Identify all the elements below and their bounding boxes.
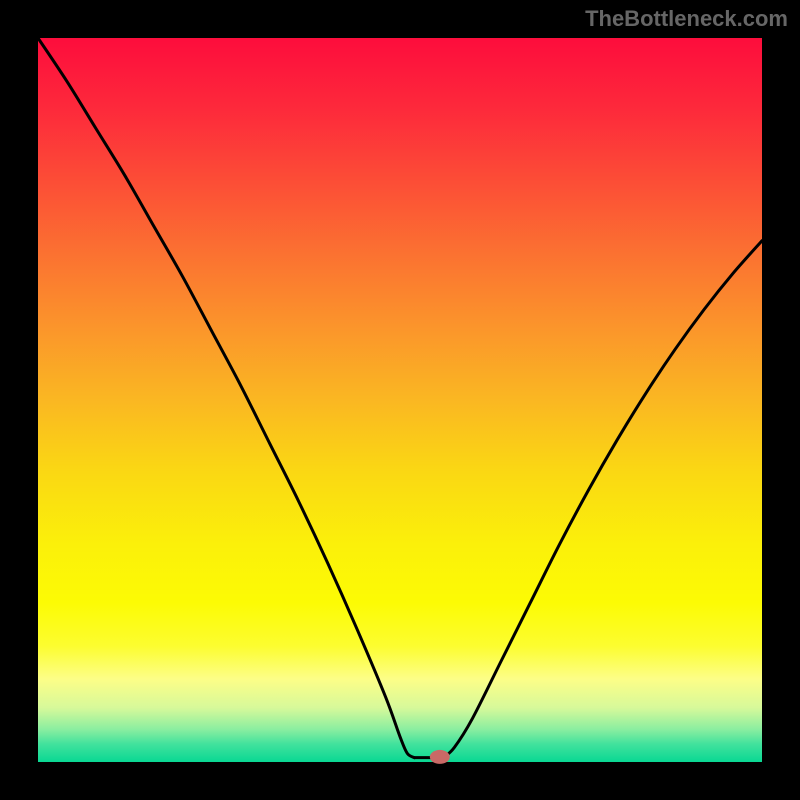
bottleneck-marker (430, 750, 450, 764)
bottleneck-chart: TheBottleneck.com (0, 0, 800, 800)
watermark-text: TheBottleneck.com (585, 6, 788, 32)
chart-canvas (0, 0, 800, 800)
plot-background (38, 38, 762, 762)
